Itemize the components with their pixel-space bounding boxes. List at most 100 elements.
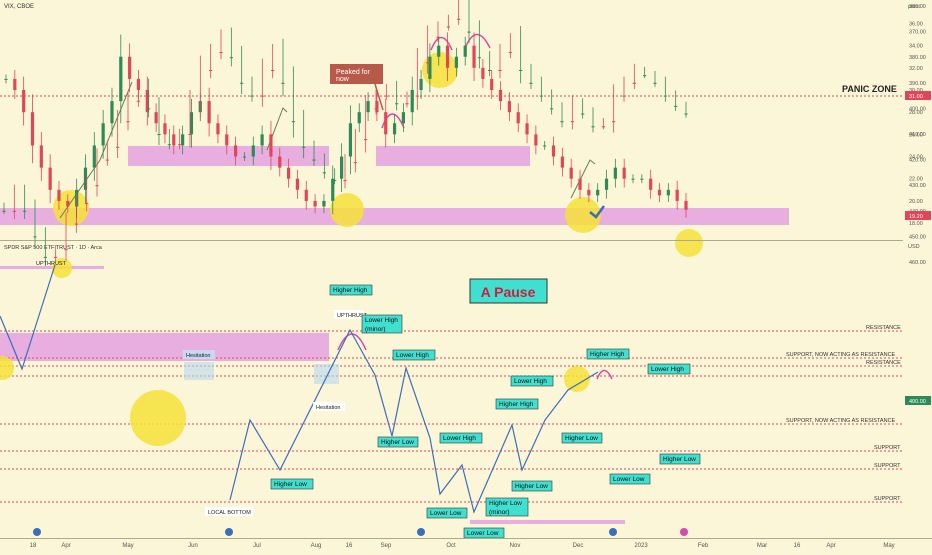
spy-candle	[508, 52, 512, 54]
structure-label: Lower High	[443, 435, 476, 442]
structure-label-box	[439, 432, 483, 444]
vix-candle	[649, 178, 653, 190]
hesitation-1-label: Hesitation	[186, 353, 210, 359]
spy-candle	[260, 95, 264, 97]
structure-label: Higher Low	[381, 439, 414, 446]
spy-candle	[322, 172, 326, 174]
vix-candle	[101, 123, 105, 146]
spy-candle	[2, 210, 6, 212]
vix-unit-label: point	[908, 4, 920, 10]
spy-candle	[550, 108, 554, 110]
hesitation-2-label: Hesitation	[316, 405, 340, 411]
vix-candle	[560, 156, 564, 168]
vix-candle	[392, 123, 397, 135]
vix-candle	[278, 156, 282, 168]
vix-candle	[375, 101, 379, 113]
event-icon-4[interactable]	[609, 528, 617, 536]
structure-label-box	[426, 507, 468, 519]
x-tick-label: 16	[346, 543, 353, 549]
right-axis-bg	[903, 0, 932, 538]
vix-highlight-5	[675, 229, 703, 257]
vix-candle	[516, 112, 520, 124]
pause-label: A Pause	[481, 284, 536, 300]
structure-label: Lower Low	[430, 510, 462, 517]
spy-candle	[343, 180, 347, 182]
spy-candle	[209, 70, 213, 71]
vix-candle	[251, 145, 255, 157]
x-ticks: 18 Apr May Jun Jul Aug 16 Sep Oct Nov Dec 2023 Feb Ma…	[30, 543, 895, 549]
spy-highlight-4	[564, 366, 590, 392]
spy-candle	[54, 256, 58, 258]
vix-candle	[445, 45, 450, 68]
x-tick-label: 18	[30, 543, 37, 549]
event-icon-1[interactable]	[33, 528, 41, 536]
event-icon-5[interactable]	[680, 528, 688, 536]
structure-label: Lower High	[396, 352, 429, 359]
event-icon-3[interactable]	[417, 528, 425, 536]
x-tick-label: Feb	[698, 543, 709, 549]
spy-candle	[167, 144, 171, 146]
spy-y-tick: 450.00	[909, 234, 926, 240]
vix-candle	[507, 101, 511, 113]
spy-resistance-zone	[0, 333, 329, 361]
vix-highlight-2	[330, 193, 364, 227]
vix-candle	[110, 101, 114, 124]
spy-candle	[426, 62, 430, 64]
spy-candle	[188, 134, 192, 135]
spy-candle	[116, 146, 120, 148]
spy-level-label: SUPPORT	[874, 463, 901, 469]
spy-candle	[446, 26, 450, 28]
vix-candle	[66, 200, 70, 207]
vix-candle	[216, 123, 220, 135]
spy-candle	[240, 82, 244, 84]
vix-candle	[348, 123, 353, 157]
vix-candle	[525, 123, 529, 135]
vix-candle	[13, 78, 17, 90]
vix-peaked-text-1: Peaked for	[336, 69, 371, 76]
spy-highlight-3	[0, 356, 14, 380]
spy-candle	[374, 108, 378, 110]
vix-candle	[30, 112, 35, 146]
spy-candle	[291, 121, 295, 123]
vix-candle	[551, 145, 556, 157]
spy-candle	[364, 139, 368, 141]
spy-y-tick: 360.00	[909, 4, 926, 10]
vix-check-icon	[589, 205, 606, 219]
spy-level-label: RESISTANCE	[866, 325, 901, 331]
vix-candle	[401, 112, 406, 124]
vix-candles	[4, 32, 688, 218]
spy-y-tick: 390.00	[909, 81, 926, 87]
vix-candle	[437, 45, 441, 57]
vix-y-tick: 18.00	[909, 221, 923, 227]
x-tick-label: Jul	[253, 543, 261, 549]
upthrust-top-label: UPTHRUST	[36, 261, 67, 267]
event-icon-2[interactable]	[225, 528, 233, 536]
spy-candle	[333, 180, 337, 182]
vix-candle	[295, 178, 300, 190]
spy-candle	[312, 159, 316, 161]
spy-level-label: RESISTANCE	[866, 360, 901, 366]
vix-candle	[472, 45, 476, 68]
spy-candle	[33, 236, 37, 238]
structure-label: Lower High	[651, 366, 684, 373]
spy-y-tick: 380.00	[909, 55, 926, 61]
spy-candle	[519, 70, 523, 71]
vix-peaked-box	[330, 64, 383, 84]
spy-candle	[302, 146, 306, 148]
spy-candle	[622, 95, 626, 97]
vix-candle	[322, 200, 326, 207]
spy-candle	[632, 82, 636, 84]
x-tick-label: 2023	[634, 543, 648, 549]
x-tick-label: 16	[794, 543, 801, 549]
spy-candle	[601, 126, 605, 128]
spy-y-tick: 400.00	[909, 106, 926, 112]
spy-candle	[529, 82, 533, 84]
structure-label: Higher High	[590, 351, 625, 358]
spy-candle	[415, 95, 419, 97]
vix-candle	[631, 178, 635, 180]
vix-peak-arc-2	[465, 33, 491, 49]
vix-candle	[331, 178, 335, 201]
spy-bottom-zone	[470, 520, 625, 524]
